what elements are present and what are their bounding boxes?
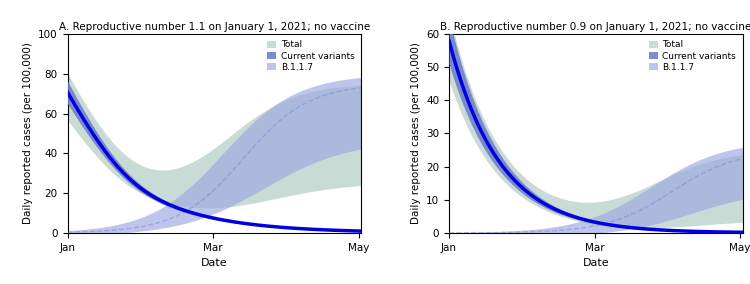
Y-axis label: Daily reported cases (per 100,000): Daily reported cases (per 100,000) [22, 43, 32, 224]
X-axis label: Date: Date [201, 258, 227, 268]
Title: B. Reproductive number 0.9 on January 1, 2021; no vaccine: B. Reproductive number 0.9 on January 1,… [440, 22, 750, 32]
Legend: Total, Current variants, B.1.1.7: Total, Current variants, B.1.1.7 [266, 39, 356, 74]
Title: A. Reproductive number 1.1 on January 1, 2021; no vaccine: A. Reproductive number 1.1 on January 1,… [58, 22, 370, 32]
X-axis label: Date: Date [583, 258, 609, 268]
Legend: Total, Current variants, B.1.1.7: Total, Current variants, B.1.1.7 [647, 39, 738, 74]
Y-axis label: Daily reported cases (per 100,000): Daily reported cases (per 100,000) [410, 43, 421, 224]
